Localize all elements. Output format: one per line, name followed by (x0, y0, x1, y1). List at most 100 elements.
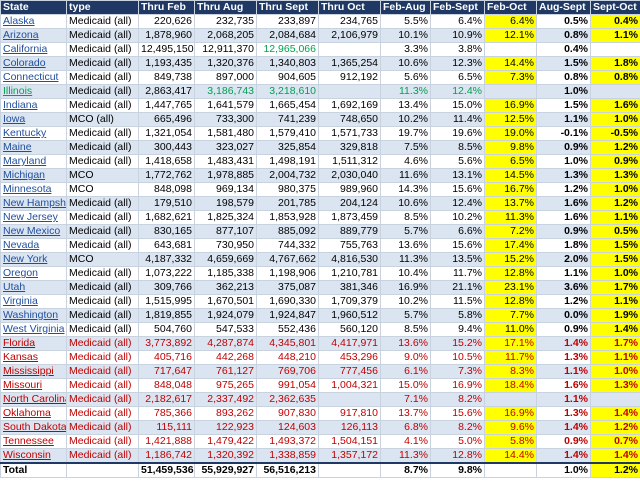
table-row: Wisconsin Medicaid (all) 1,186,742 1,320,39… (0, 448, 640, 464)
state-link[interactable]: North Carolina (0, 392, 67, 407)
cell: Medicaid (all) (66, 28, 139, 43)
cell: 5.6% (430, 154, 485, 169)
cell (484, 392, 537, 407)
state-link[interactable]: New York (0, 252, 67, 267)
cell: Medicaid (all) (66, 434, 139, 449)
state-link[interactable]: Nevada (0, 238, 67, 253)
table-row: Alaska Medicaid (all) 220,626 232,735 233,89… (0, 14, 640, 29)
cell: 6.5% (430, 70, 485, 85)
state-link[interactable]: Florida (0, 336, 67, 351)
cell: 7.2% (484, 224, 537, 239)
cell: 1,579,410 (256, 126, 319, 141)
cell: 0.9% (536, 322, 591, 337)
cell: 1,498,191 (256, 154, 319, 169)
state-link[interactable]: Michigan (0, 168, 67, 183)
cell: 1,418,658 (138, 154, 195, 169)
cell: 4,816,530 (318, 252, 381, 267)
state-link[interactable]: Maine (0, 140, 67, 155)
state-link[interactable]: Arizona (0, 28, 67, 43)
cell: 7.5% (380, 140, 431, 155)
cell: 14.3% (380, 182, 431, 197)
state-link[interactable]: New Mexico (0, 224, 67, 239)
cell: 1.8% (536, 238, 591, 253)
table-row: New York MCO 4,187,332 4,659,669 4,767,662 4,… (0, 252, 640, 267)
state-link[interactable]: Tennessee (0, 434, 67, 449)
cell: 1.4% (590, 322, 640, 337)
cell: 1.1% (536, 266, 591, 281)
cell: 1.4% (536, 336, 591, 351)
cell: 2,337,492 (194, 392, 257, 407)
cell: 7.3% (484, 70, 537, 85)
cell: 11.7% (430, 266, 485, 281)
state-link[interactable]: Illinois (0, 84, 67, 99)
cell: 1.9% (590, 308, 640, 323)
cell: 5.5% (380, 14, 431, 29)
cell: 16.9% (430, 378, 485, 393)
state-link[interactable]: New Jersey (0, 210, 67, 225)
state-link[interactable]: Indiana (0, 98, 67, 113)
total-cell (318, 462, 381, 478)
cell: Medicaid (all) (66, 378, 139, 393)
cell: 3.8% (430, 42, 485, 57)
state-link[interactable]: Oregon (0, 266, 67, 281)
cell: 1,198,906 (256, 266, 319, 281)
state-link[interactable]: Missouri (0, 378, 67, 393)
state-link[interactable]: New Hampshire (0, 196, 67, 211)
cell: 1.1% (590, 350, 640, 365)
state-link[interactable]: South Dakota (0, 420, 67, 435)
state-link[interactable]: Kentucky (0, 126, 67, 141)
cell: 785,366 (138, 406, 195, 421)
cell: 9.8% (484, 140, 537, 155)
cell: 1.0% (590, 266, 640, 281)
cell: 730,950 (194, 238, 257, 253)
cell: 4,345,801 (256, 336, 319, 351)
state-link[interactable]: Alaska (0, 14, 67, 29)
cell: 1.7% (590, 280, 640, 295)
cell: 1.0% (536, 154, 591, 169)
cell: 11.3% (380, 252, 431, 267)
cell: 2,068,205 (194, 28, 257, 43)
state-link[interactable]: Colorado (0, 56, 67, 71)
cell: 560,120 (318, 322, 381, 337)
cell: 1,421,888 (138, 434, 195, 449)
state-link[interactable]: Connecticut (0, 70, 67, 85)
state-link[interactable]: Kansas (0, 350, 67, 365)
table-row: Michigan MCO 1,772,762 1,978,885 2,004,732 2,… (0, 168, 640, 183)
state-link[interactable]: Mississippi (0, 364, 67, 379)
cell: 547,533 (194, 322, 257, 337)
cell: 2,182,617 (138, 392, 195, 407)
total-cell: 1.2% (590, 462, 640, 478)
column-header: State (0, 0, 67, 15)
cell: 1.4% (536, 420, 591, 435)
cell: 16.9% (484, 406, 537, 421)
cell: 0.4% (536, 42, 591, 57)
state-link[interactable]: West Virginia (0, 322, 67, 337)
cell: 12.1% (484, 28, 537, 43)
cell: 12.5% (484, 112, 537, 127)
state-link[interactable]: Wisconsin (0, 448, 67, 464)
table-row: Virginia Medicaid (all) 1,515,995 1,670,501… (0, 294, 640, 309)
state-link[interactable]: Iowa (0, 112, 67, 127)
cell: 232,735 (194, 14, 257, 29)
cell: 10.9% (430, 28, 485, 43)
state-link[interactable]: Minnesota (0, 182, 67, 197)
cell: 1,682,621 (138, 210, 195, 225)
cell: 126,113 (318, 420, 381, 435)
cell: Medicaid (all) (66, 98, 139, 113)
state-link[interactable]: Maryland (0, 154, 67, 169)
state-link[interactable]: Utah (0, 280, 67, 295)
state-link[interactable]: California (0, 42, 67, 57)
cell: 989,960 (318, 182, 381, 197)
state-link[interactable]: Oklahoma (0, 406, 67, 421)
cell: Medicaid (all) (66, 392, 139, 407)
cell: 1.6% (536, 378, 591, 393)
cell: 5.7% (380, 224, 431, 239)
cell: 912,192 (318, 70, 381, 85)
state-link[interactable]: Washington (0, 308, 67, 323)
cell: 18.4% (484, 378, 537, 393)
total-cell (66, 462, 139, 478)
cell: 448,210 (256, 350, 319, 365)
cell: 1,338,859 (256, 448, 319, 464)
cell: 1.2% (590, 140, 640, 155)
state-link[interactable]: Virginia (0, 294, 67, 309)
